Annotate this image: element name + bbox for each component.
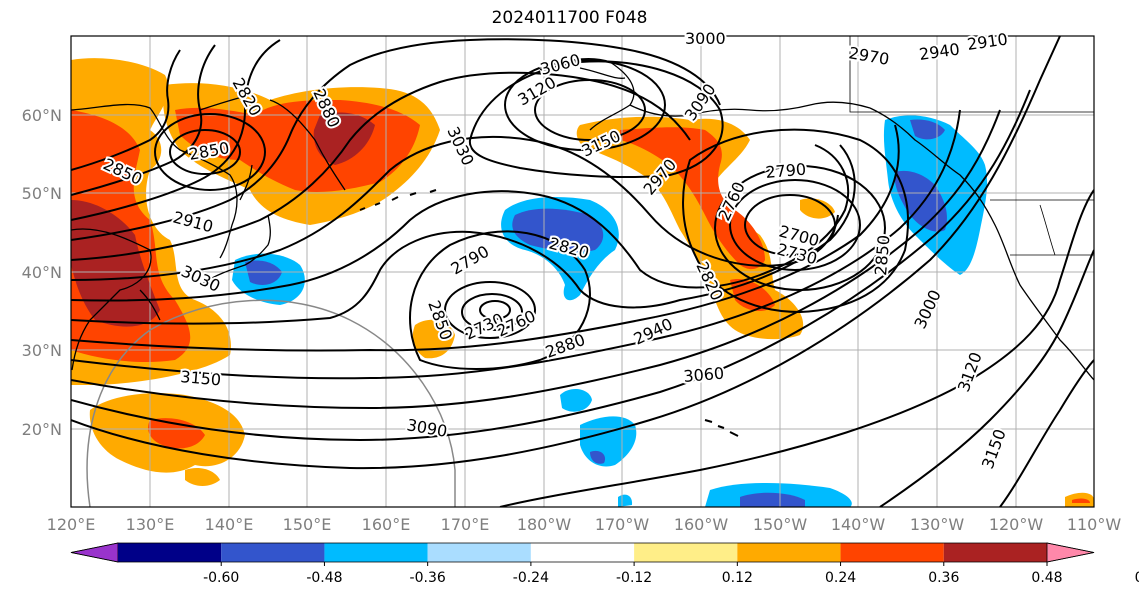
- lat-label: 50°N: [22, 184, 62, 203]
- colorbar-segment: [634, 543, 738, 562]
- contour-label: 3060: [683, 364, 725, 386]
- colorbar-tick-label: -0.36: [410, 570, 446, 586]
- latitude-labels: 60°N 50°N 40°N 30°N 20°N: [22, 106, 62, 439]
- lon-label: 130°E: [126, 515, 175, 534]
- lon-label: 170°W: [595, 515, 650, 534]
- map-title: 2024011700 F048: [491, 8, 648, 28]
- colorbar-segment: [530, 543, 635, 562]
- contour-label: 2850: [871, 234, 893, 276]
- colorbar-segment: [737, 543, 841, 562]
- colorbar-segment: [221, 543, 325, 562]
- longitude-labels: 120°E 130°E 140°E 150°E 160°E 170°E 180°…: [47, 515, 1122, 534]
- colorbar-segment: [118, 543, 222, 562]
- colorbar-frame: [70, 542, 1095, 563]
- colorbar-tick-label: 0.12: [722, 570, 753, 586]
- lon-label: 120°W: [989, 515, 1044, 534]
- contour-label: 3150: [180, 367, 222, 389]
- height-contours: [71, 36, 1094, 507]
- contour-label: 2910: [966, 29, 1009, 53]
- colorbar-tick-label: -0.12: [616, 570, 652, 586]
- colorbar-tick-label: -0.60: [203, 570, 239, 586]
- lon-label: 160°E: [362, 515, 411, 534]
- lon-label: 150°W: [753, 515, 808, 534]
- colorbar-tick-label: 0.36: [928, 570, 959, 586]
- boundaries: [849, 36, 1094, 256]
- colorbar-extend-low: [70, 542, 119, 563]
- colorbar-tick-label: 0.24: [825, 570, 856, 586]
- lat-label: 60°N: [22, 106, 62, 125]
- colorbar-tick-label: -0.24: [513, 570, 549, 586]
- colorbar-segment: [943, 543, 1047, 562]
- colorbar-segment: [840, 543, 944, 562]
- lat-label: 40°N: [22, 263, 62, 282]
- lon-label: 130°W: [910, 515, 965, 534]
- lon-label: 150°E: [283, 515, 332, 534]
- colorbar: -0.60 -0.48 -0.36 -0.24 -0.12 0.12 0.24 0.36 0.4…: [70, 542, 1139, 586]
- lon-label: 140°W: [831, 515, 886, 534]
- colorbar-extend-high: [1046, 542, 1095, 563]
- colorbar-segment: [324, 543, 428, 562]
- colorbar-tick-label: -0.48: [306, 570, 342, 586]
- lon-label: 180°W: [517, 515, 572, 534]
- colorbar-tick-label: 0.60: [1135, 570, 1139, 586]
- lon-label: 160°W: [674, 515, 729, 534]
- contour-label: 2790: [765, 160, 807, 182]
- lat-label: 20°N: [22, 420, 62, 439]
- lon-label: 140°E: [205, 515, 254, 534]
- lon-label: 120°E: [47, 515, 96, 534]
- lat-label: 30°N: [22, 341, 62, 360]
- colorbar-tick-label: 0.48: [1031, 570, 1062, 586]
- lon-label: 110°W: [1067, 515, 1122, 534]
- lon-label: 170°E: [441, 515, 490, 534]
- coastlines: [71, 58, 1094, 437]
- colorbar-segment: [427, 543, 531, 562]
- map-frame: [70, 35, 1095, 508]
- contour-label: 3000: [685, 29, 726, 48]
